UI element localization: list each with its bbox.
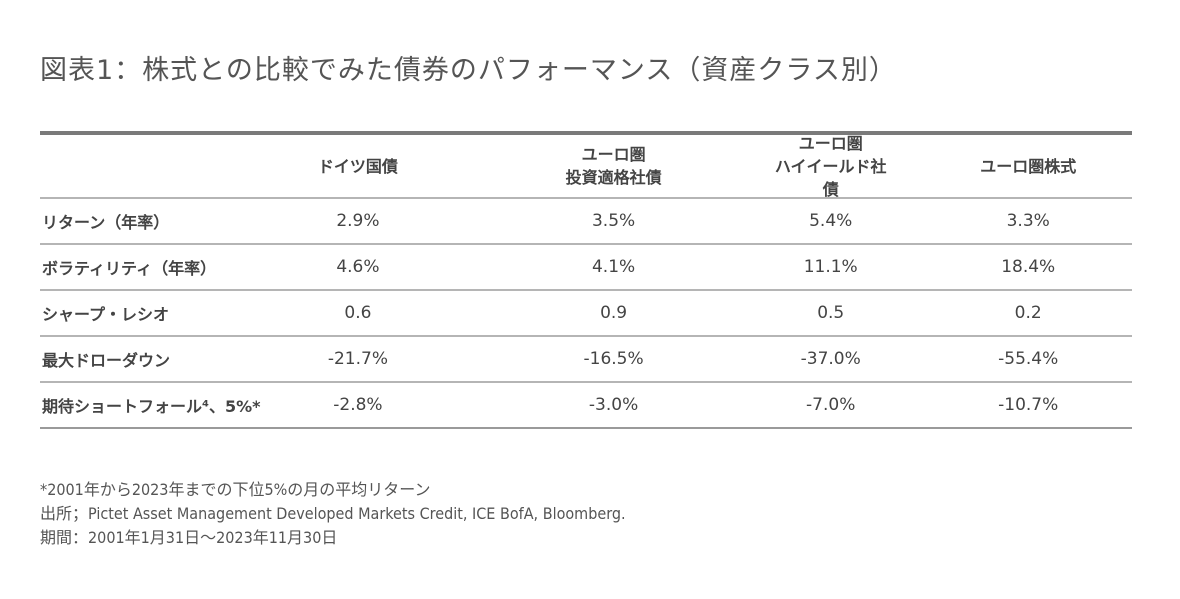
table-row: 期待ショートフォール⁴、5%* -2.8% -3.0% -7.0% -10.7% xyxy=(40,383,1132,429)
performance-table: ドイツ国債 ユーロ圏 投資適格社債 ユーロ圏 ハイイールド社債 ユーロ圏株式 リター… xyxy=(40,131,1132,429)
table-header-row: ドイツ国債 ユーロ圏 投資適格社債 ユーロ圏 ハイイールド社債 ユーロ圏株式 xyxy=(40,133,1132,199)
source-note: 出所；Pictet Asset Management Developed Mar… xyxy=(40,504,626,523)
period-note: 期間：2001年1月31日～2023年11月30日 xyxy=(40,528,338,547)
table-row: 最大ドローダウン -21.7% -16.5% -37.0% -55.4% xyxy=(40,337,1132,383)
row-label: 最大ドローダウン xyxy=(42,351,171,370)
footnote: *2001年から2023年までの下位5%の月の平均リターン xyxy=(40,480,431,499)
table-cell: -21.7% xyxy=(327,349,388,369)
table-cell: 4.6% xyxy=(336,257,380,277)
table-cell: -16.5% xyxy=(583,349,644,369)
table-cell: 2.9% xyxy=(336,211,380,231)
table-cell: -2.8% xyxy=(333,395,383,415)
column-header: ドイツ国債 xyxy=(317,156,398,176)
column-header: ユーロ圏 投資適格社債 xyxy=(565,145,662,187)
table-row: ボラティリティ（年率） 4.6% 4.1% 11.1% 18.4% xyxy=(40,245,1132,291)
table-cell: -3.0% xyxy=(588,395,639,415)
table-cell: 3.3% xyxy=(1006,211,1050,231)
table-cell: -10.7% xyxy=(998,395,1059,415)
row-label: リターン（年率） xyxy=(42,213,170,232)
table-cell: 11.1% xyxy=(803,257,858,277)
row-label: 期待ショートフォール⁴、5%* xyxy=(42,397,261,416)
table-cell: 0.9 xyxy=(600,303,628,323)
column-header: ユーロ圏株式 xyxy=(980,156,1077,176)
column-header: ユーロ圏 ハイイールド社債 xyxy=(774,133,887,199)
table-row: シャープ・レシオ 0.6 0.9 0.5 0.2 xyxy=(40,291,1132,337)
table-cell: 5.4% xyxy=(809,211,853,231)
table-cell: 3.5% xyxy=(591,211,636,231)
table-cell: -7.0% xyxy=(806,395,856,415)
footnotes: *2001年から2023年までの下位5%の月の平均リターン 出所；Pictet … xyxy=(40,478,626,550)
table-cell: 18.4% xyxy=(1001,257,1056,277)
table-cell: 0.6 xyxy=(344,303,372,323)
row-label: シャープ・レシオ xyxy=(42,305,170,324)
table-cell: -37.0% xyxy=(800,349,861,369)
row-label: ボラティリティ（年率） xyxy=(42,259,217,278)
table-cell: 4.1% xyxy=(591,257,636,277)
table-cell: 0.5 xyxy=(817,303,845,323)
table-row: リターン（年率） 2.9% 3.5% 5.4% 3.3% xyxy=(40,199,1132,245)
page-title: 図表1：株式との比較でみた債券のパフォーマンス（資産クラス別） xyxy=(40,55,897,86)
table-cell: -55.4% xyxy=(998,349,1059,369)
table-cell: 0.2 xyxy=(1014,303,1042,323)
